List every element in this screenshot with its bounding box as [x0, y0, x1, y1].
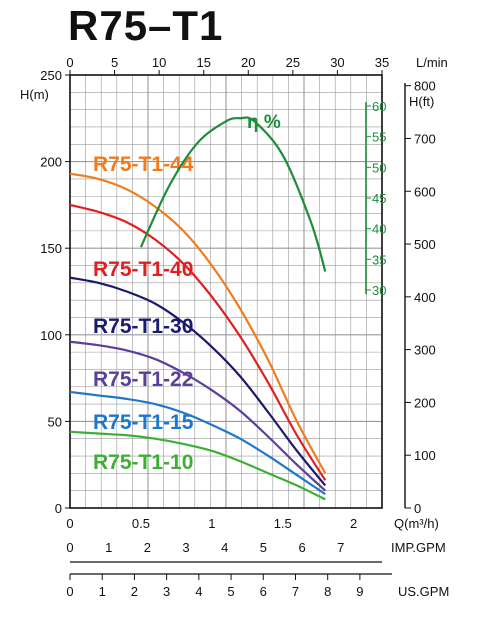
series-label: R75-T1-10: [93, 451, 193, 474]
efficiency-axis-tick-label: 60: [372, 99, 386, 114]
x-axis-label: Q(m³/h): [394, 516, 439, 531]
top-axis-tick-label: 35: [375, 55, 389, 70]
us-gpm-tick-label: 1: [99, 584, 106, 599]
top-axis-tick-label: 30: [330, 55, 344, 70]
imp-gpm-label: IMP.GPM: [391, 540, 446, 555]
us-gpm-tick-label: 5: [227, 584, 234, 599]
us-gpm-tick-label: 6: [260, 584, 267, 599]
efficiency-axis-tick-label: 40: [372, 222, 386, 237]
efficiency-axis-tick-label: 30: [372, 283, 386, 298]
us-gpm-tick-label: 4: [195, 584, 202, 599]
top-axis-tick-label: 20: [241, 55, 255, 70]
x-axis-tick-label: 0.5: [132, 516, 150, 531]
right-axis-tick-label: 700: [414, 131, 436, 146]
left-axis-label: H(m): [20, 87, 49, 102]
imp-gpm-tick-label: 3: [182, 540, 189, 555]
left-axis-tick-label: 150: [40, 241, 62, 256]
series-line-R75-T1-15: [69, 390, 326, 496]
efficiency-axis-label: η %: [247, 112, 281, 133]
series-label: R75-T1-15: [93, 411, 194, 434]
right-axis-tick-label: 500: [414, 237, 436, 252]
chart-title: R75–T1: [68, 2, 224, 49]
top-axis-label: L/min: [416, 55, 448, 70]
top-axis-tick-label: 15: [196, 55, 210, 70]
plot-frame: [69, 74, 383, 509]
series-line-R75-T1-30: [69, 276, 327, 487]
imp-gpm-tick-label: 1: [105, 540, 112, 555]
top-axis-tick-label: 10: [152, 55, 166, 70]
right-axis-tick-label: 600: [414, 184, 436, 199]
right-axis-label: H(ft): [409, 94, 434, 109]
us-gpm-tick-label: 9: [356, 584, 363, 599]
us-gpm-tick-label: 7: [292, 584, 299, 599]
series-line-R75-T1-10: [69, 430, 326, 501]
left-axis-tick-label: 0: [55, 501, 62, 516]
right-axis-tick-label: 0: [414, 501, 421, 516]
efficiency-axis-tick-label: 35: [372, 252, 386, 267]
us-gpm-tick-label: 8: [324, 584, 331, 599]
series-label: R75-T1-30: [93, 315, 193, 338]
imp-gpm-tick-label: 5: [260, 540, 267, 555]
right-axis-tick-label: 200: [414, 395, 436, 410]
series-line-R75-T1-40: [69, 203, 327, 481]
left-axis-tick-label: 250: [40, 68, 62, 83]
series-label: R75-T1-44: [93, 153, 194, 176]
imp-gpm-tick-label: 2: [144, 540, 151, 555]
left-axis-tick-label: 100: [40, 328, 62, 343]
imp-gpm-tick-label: 4: [221, 540, 228, 555]
left-axis-tick-label: 200: [40, 155, 62, 170]
series-line-R75-T1-22: [69, 340, 327, 492]
x-axis-tick-label: 1: [208, 516, 215, 531]
right-axis-tick-label: 800: [414, 79, 436, 94]
imp-gpm-tick-label: 0: [66, 540, 73, 555]
us-gpm-label: US.GPM: [398, 584, 449, 599]
series-line-R75-T1-44: [69, 172, 327, 474]
x-axis-tick-label: 2: [350, 516, 357, 531]
top-axis-tick-label: 5: [111, 55, 118, 70]
top-axis-tick-label: 0: [66, 55, 73, 70]
us-gpm-tick-label: 2: [131, 584, 138, 599]
right-axis-tick-label: 100: [414, 448, 436, 463]
series-label: R75-T1-40: [93, 258, 193, 281]
right-axis-tick-label: 400: [414, 290, 436, 305]
us-gpm-tick-label: 0: [66, 584, 73, 599]
imp-gpm-tick-label: 7: [337, 540, 344, 555]
left-axis-tick-label: 50: [48, 414, 62, 429]
x-axis-tick-label: 1.5: [274, 516, 292, 531]
top-axis-tick-label: 25: [286, 55, 300, 70]
right-axis-tick-label: 300: [414, 343, 436, 358]
efficiency-line: [139, 116, 327, 272]
imp-gpm-tick-label: 6: [298, 540, 305, 555]
efficiency-axis-tick-label: 55: [372, 130, 386, 145]
series-label: R75-T1-22: [93, 368, 193, 391]
us-gpm-tick-label: 3: [163, 584, 170, 599]
x-axis-tick-label: 0: [66, 516, 73, 531]
efficiency-axis-tick-label: 45: [372, 191, 386, 206]
efficiency-axis-tick-label: 50: [372, 160, 386, 175]
